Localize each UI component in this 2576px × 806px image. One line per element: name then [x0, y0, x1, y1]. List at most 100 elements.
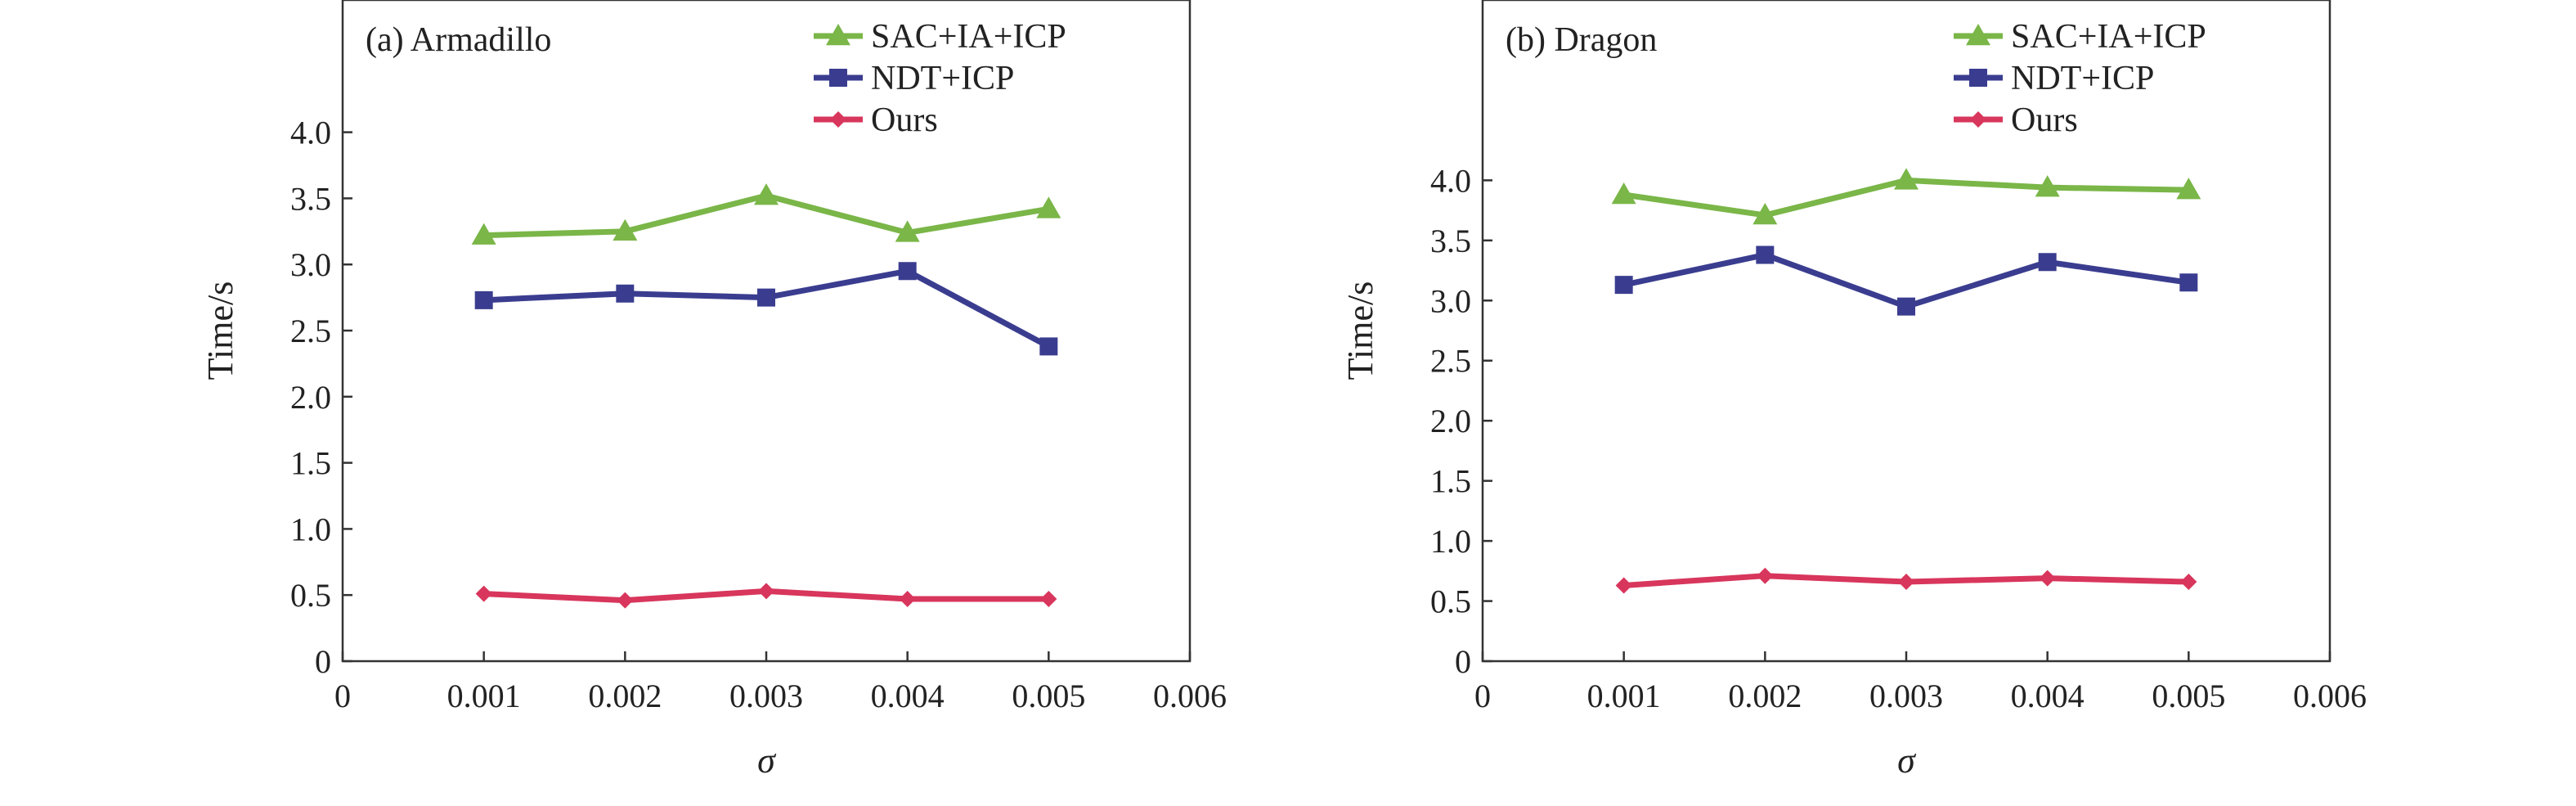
legend-label: SAC+IA+ICP [871, 18, 1066, 56]
chart-armadillo: 0 0.5 1.0 1.5 2.0 2.5 3.0 3.5 4.0 0 0.001 0.002 0.0… [200, 0, 1227, 781]
legend-item: SAC+IA+ICP [1954, 18, 2206, 56]
y-tick-label: 1.5 [290, 445, 331, 482]
x-tick-label: 0.001 [1587, 678, 1661, 714]
data-point [1614, 276, 1633, 295]
legend-marker [1966, 24, 1990, 46]
x-tick-label: 0.004 [2011, 678, 2085, 714]
y-tick-label: 2.5 [1430, 343, 1471, 380]
data-point [1756, 245, 1775, 264]
data-point [2179, 273, 2198, 292]
y-tick-label: 4.0 [290, 115, 331, 151]
legend-label: SAC+IA+ICP [2011, 18, 2206, 56]
data-point [2035, 175, 2060, 197]
y-tick-label: 3.5 [1430, 223, 1471, 259]
data-point [757, 288, 775, 307]
data-point [1036, 196, 1061, 218]
y-tick-label: 3.0 [1430, 282, 1471, 319]
plot-frame [1481, 0, 2331, 663]
x-tick-label: 0.004 [871, 678, 945, 714]
y-tick-label: 2.5 [290, 313, 331, 349]
legend-marker [1970, 111, 1986, 128]
x-tick-label: 0.002 [588, 678, 662, 714]
legend-item: Ours [814, 101, 938, 139]
x-tick-label: 0.003 [729, 678, 803, 714]
x-tick-label: 0.005 [1012, 678, 1085, 714]
data-point [475, 585, 492, 602]
data-point [616, 284, 635, 303]
data-point [1611, 182, 1636, 205]
plot-frame [341, 0, 1192, 663]
data-point [895, 220, 920, 242]
x-tick-group: 0 0.001 0.002 0.003 0.004 0.005 0.006 [1474, 651, 2367, 714]
legend-label: NDT+ICP [2011, 60, 2154, 97]
data-point [1898, 574, 1914, 591]
y-tick-label: 1.5 [1430, 463, 1471, 500]
series-sac-ia-icp [1611, 168, 2201, 225]
x-axis-title: σ [757, 741, 777, 781]
series-ours [1615, 567, 2197, 594]
y-tick-label: 2.0 [290, 379, 331, 416]
legend: SAC+IA+ICP NDT+ICP Ours [1954, 18, 2206, 139]
y-tick-label: 2.0 [1430, 403, 1471, 439]
data-point [1897, 297, 1915, 316]
y-tick-label: 0.5 [1430, 583, 1471, 620]
data-point [2038, 253, 2057, 272]
data-point [899, 591, 916, 608]
x-tick-label: 0.005 [2152, 678, 2225, 714]
chart-dragon: 0 0.5 1.0 1.5 2.0 2.5 3.0 3.5 4.0 0 0.001 0.002 0.0… [1340, 0, 2367, 781]
data-point [758, 583, 774, 600]
data-point [474, 290, 493, 309]
y-axis-title: Time/s [200, 281, 240, 380]
y-tick-group: 0 0.5 1.0 1.5 2.0 2.5 3.0 3.5 4.0 [290, 115, 352, 680]
data-point [2180, 574, 2197, 591]
series-ndt-icp [1614, 245, 2198, 316]
y-tick-label: 1.0 [1430, 523, 1471, 560]
legend-label: Ours [2011, 101, 2078, 139]
x-tick-label: 0.001 [447, 678, 521, 714]
legend-marker [826, 24, 850, 46]
legend: SAC+IA+ICP NDT+ICP Ours [814, 18, 1066, 139]
x-tick-label: 0 [334, 678, 351, 714]
x-tick-group: 0 0.001 0.002 0.003 0.004 0.005 0.006 [334, 651, 1227, 714]
y-tick-label: 0 [315, 643, 331, 680]
legend-label: NDT+ICP [871, 60, 1014, 97]
y-tick-label: 1.0 [290, 511, 331, 547]
legend-item: NDT+ICP [1954, 60, 2154, 97]
y-axis-title: Time/s [1340, 281, 1380, 380]
legend-item: SAC+IA+ICP [814, 18, 1066, 56]
legend-item: Ours [1954, 101, 2078, 139]
x-tick-label: 0.006 [1153, 678, 1227, 714]
data-point [2176, 178, 2201, 200]
legend-marker [829, 69, 847, 87]
y-tick-label: 3.5 [290, 180, 331, 217]
y-tick-label: 0.5 [290, 577, 331, 614]
data-point [1757, 567, 1774, 584]
data-point [754, 183, 779, 205]
data-point [471, 223, 496, 245]
y-tick-label: 4.0 [1430, 162, 1471, 199]
x-axis-title: σ [1897, 741, 1917, 781]
legend-marker [830, 111, 846, 128]
series-sac-ia-icp [471, 183, 1061, 245]
data-point [1039, 337, 1058, 356]
data-point [2039, 570, 2056, 587]
data-point [1752, 202, 1778, 225]
x-tick-label: 0.002 [1728, 678, 1802, 714]
data-point [613, 218, 638, 241]
series-group [471, 183, 1061, 609]
y-tick-label: 3.0 [290, 246, 331, 283]
x-tick-label: 0.003 [1869, 678, 1943, 714]
data-point [898, 262, 917, 281]
data-point [617, 592, 634, 609]
data-point [1040, 591, 1057, 608]
series-ours [475, 583, 1057, 609]
series-line [481, 268, 1052, 349]
series-ndt-icp [474, 262, 1058, 356]
data-point [1894, 168, 1919, 190]
panel-label: (a) Armadillo [366, 21, 551, 59]
panel-label: (b) Dragon [1506, 21, 1657, 59]
data-point [1615, 577, 1632, 594]
y-tick-group: 0 0.5 1.0 1.5 2.0 2.5 3.0 3.5 4.0 [1430, 162, 1492, 680]
series-group [1611, 168, 2201, 594]
x-tick-label: 0.006 [2293, 678, 2367, 714]
